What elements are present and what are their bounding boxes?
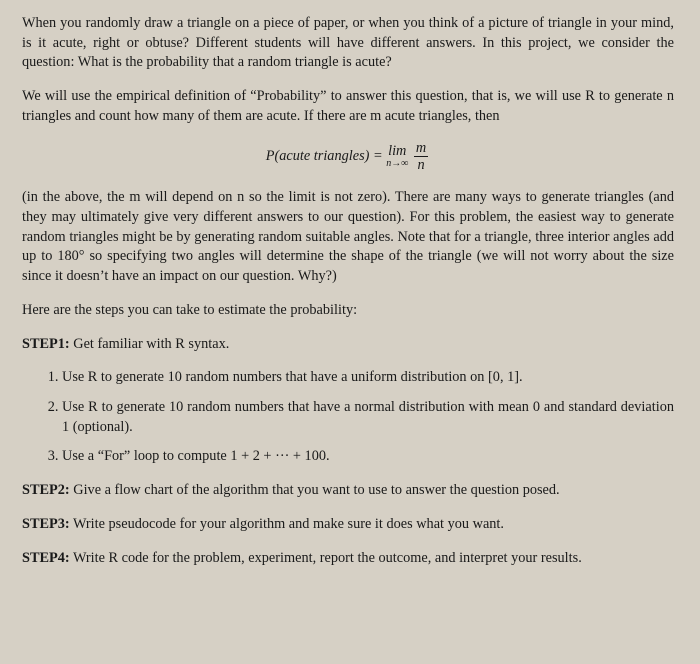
step-2: STEP2: Give a flow chart of the algorith… (22, 481, 674, 501)
step-1: STEP1: Get familiar with R syntax. (22, 335, 674, 355)
equation-lim: lim (386, 144, 408, 158)
equation-denominator: n (414, 157, 428, 172)
step-1-text: Get familiar with R syntax. (70, 336, 230, 352)
step-3-text: Write pseudocode for your algorithm and … (70, 516, 504, 532)
paragraph-intro-1: When you randomly draw a triangle on a p… (22, 14, 674, 73)
step-1-list: Use R to generate 10 random numbers that… (22, 368, 674, 467)
step-3-label: STEP3: (22, 516, 70, 532)
step-4-label: STEP4: (22, 550, 70, 566)
equation-lim-sub: n→∞ (386, 159, 408, 169)
paragraph-intro-2: We will use the empirical definition of … (22, 87, 674, 126)
step-1-item-2: Use R to generate 10 random numbers that… (62, 398, 674, 437)
step-4-text: Write R code for the problem, experiment… (70, 550, 582, 566)
step-1-item-1: Use R to generate 10 random numbers that… (62, 368, 674, 388)
step-4: STEP4: Write R code for the problem, exp… (22, 549, 674, 569)
step-1-label: STEP1: (22, 336, 70, 352)
steps-intro: Here are the steps you can take to estim… (22, 301, 674, 321)
equation-probability: P(acute triangles) = lim n→∞ m n (22, 141, 674, 173)
document-page: When you randomly draw a triangle on a p… (0, 0, 700, 582)
paragraph-intro-3: (in the above, the m will depend on n so… (22, 188, 674, 287)
step-3: STEP3: Write pseudocode for your algorit… (22, 515, 674, 535)
equation-numerator: m (414, 141, 428, 157)
step-1-item-3: Use a “For” loop to compute 1 + 2 + ··· … (62, 447, 674, 467)
step-2-label: STEP2: (22, 482, 70, 498)
step-2-text: Give a flow chart of the algorithm that … (70, 482, 560, 498)
equation-lhs: P(acute triangles) = (266, 148, 386, 164)
